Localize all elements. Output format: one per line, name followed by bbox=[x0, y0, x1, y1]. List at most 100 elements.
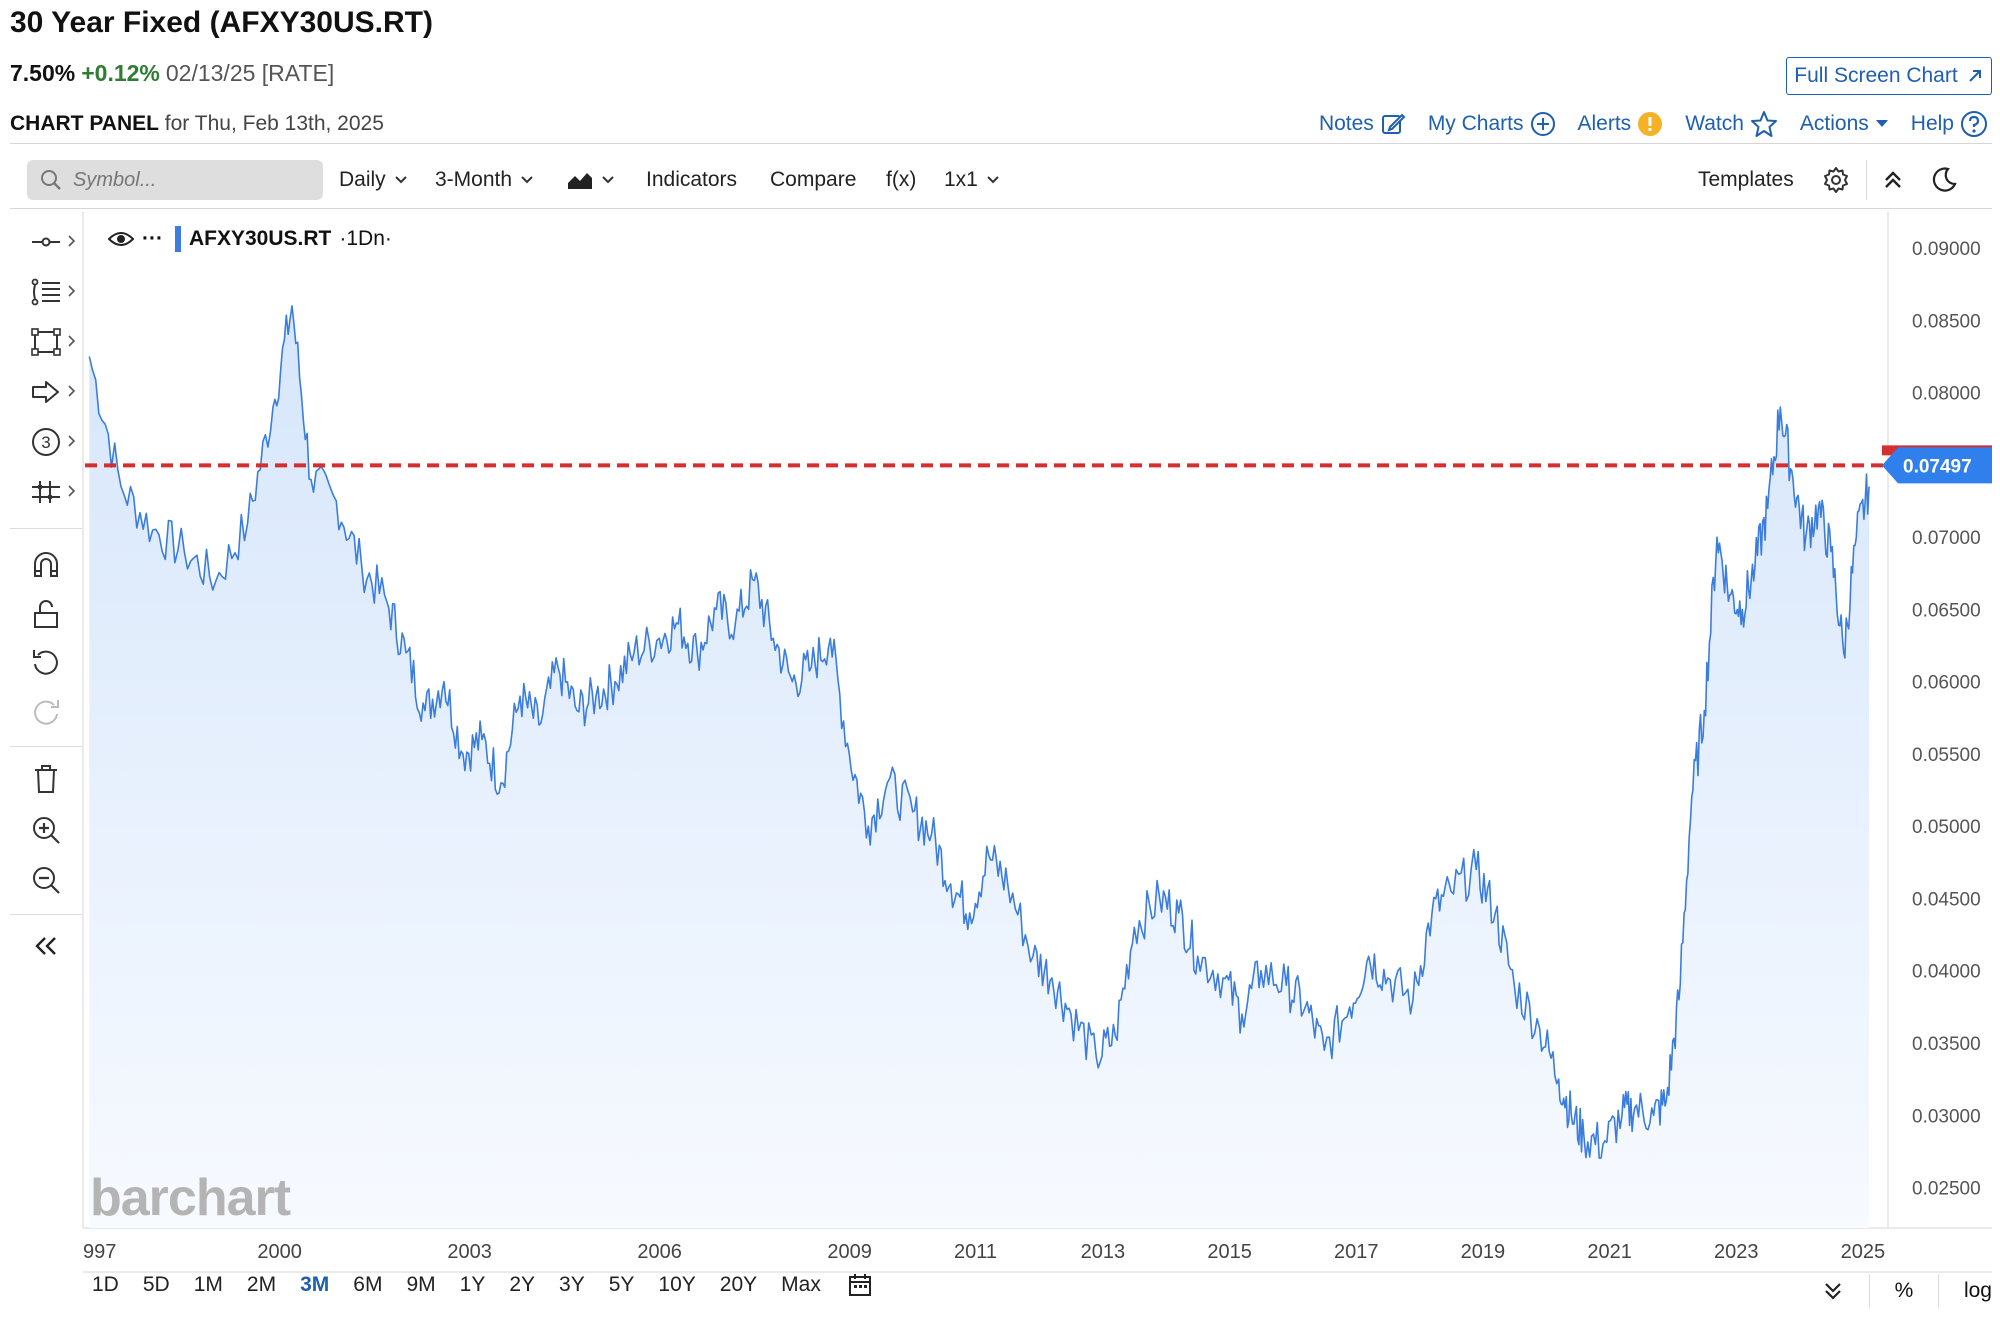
divider bbox=[1938, 1274, 1940, 1308]
actions-menu[interactable]: Actions bbox=[1800, 112, 1889, 136]
watch-link[interactable]: Watch bbox=[1685, 110, 1778, 138]
trash-icon bbox=[35, 765, 57, 793]
range-button-5d[interactable]: 5D bbox=[142, 1273, 170, 1296]
templates-button[interactable]: Templates bbox=[1698, 152, 1794, 208]
x-tick-label: 2023 bbox=[1714, 1241, 1759, 1263]
function-label: f(x) bbox=[886, 168, 917, 191]
collapse-header-button[interactable] bbox=[1882, 152, 1904, 208]
notes-link[interactable]: Notes bbox=[1319, 111, 1406, 137]
collapse-toolbar-button[interactable] bbox=[10, 924, 82, 968]
y-tick-label: 0.03500 bbox=[1912, 1034, 1981, 1055]
full-screen-chart-button[interactable]: Full Screen Chart bbox=[1786, 57, 1992, 95]
range-button-3y[interactable]: 3Y bbox=[559, 1273, 585, 1296]
notes-label: Notes bbox=[1318, 112, 1374, 135]
x-tick-label: 2015 bbox=[1207, 1241, 1252, 1263]
quote-line: 7.50% +0.12% 02/13/25 [RATE] bbox=[10, 60, 334, 87]
count-tool-button[interactable]: 3 bbox=[10, 420, 82, 464]
range-button-1m[interactable]: 1M bbox=[193, 1273, 223, 1296]
chevron-down-icon bbox=[521, 176, 533, 184]
double-chevron-down-icon[interactable] bbox=[1822, 1280, 1844, 1302]
arrow-tool-button[interactable] bbox=[10, 370, 82, 414]
moon-icon bbox=[1932, 167, 1957, 192]
chart-type-dropdown[interactable] bbox=[567, 152, 615, 208]
range-button-1d[interactable]: 1D bbox=[92, 1273, 119, 1296]
settings-button[interactable] bbox=[1822, 152, 1850, 208]
period-dropdown[interactable]: 3-Month bbox=[435, 152, 534, 208]
measure-tool-button[interactable] bbox=[10, 470, 82, 514]
my-charts-link[interactable]: My Charts bbox=[1428, 111, 1556, 137]
y-tick-label: 0.08500 bbox=[1912, 311, 1981, 332]
symbol-search-input[interactable]: Symbol... bbox=[27, 160, 323, 200]
chevron-down-icon bbox=[987, 176, 999, 184]
range-button-1y[interactable]: 1Y bbox=[459, 1273, 486, 1296]
y-tick-label: 0.09000 bbox=[1912, 239, 1981, 260]
last-value: 7.50% bbox=[10, 60, 76, 86]
divider bbox=[10, 746, 82, 747]
last-price-label: 0.07497 bbox=[1903, 456, 1972, 477]
percent-scale-button[interactable]: % bbox=[1894, 1279, 1914, 1302]
svg-text:3: 3 bbox=[41, 433, 50, 452]
measure-icon bbox=[32, 481, 60, 503]
undo-button[interactable] bbox=[10, 640, 82, 684]
range-button-3m[interactable]: 3M bbox=[300, 1273, 330, 1296]
y-tick-label: 0.07000 bbox=[1912, 528, 1981, 549]
x-tick-label: 2013 bbox=[1081, 1241, 1126, 1263]
caret-down-icon bbox=[1875, 120, 1888, 127]
log-scale-button[interactable]: log bbox=[1963, 1279, 1992, 1302]
templates-label: Templates bbox=[1698, 168, 1794, 191]
chart-panel-title: CHART PANEL bbox=[10, 112, 159, 135]
range-button-2m[interactable]: 2M bbox=[246, 1273, 277, 1296]
range-button-5y[interactable]: 5Y bbox=[608, 1273, 635, 1296]
divider bbox=[10, 143, 1992, 144]
line-tool-button[interactable] bbox=[10, 220, 82, 264]
search-placeholder: Symbol... bbox=[73, 168, 157, 191]
range-button-9m[interactable]: 9M bbox=[406, 1273, 436, 1296]
layout-dropdown[interactable]: 1x1 bbox=[944, 152, 1000, 208]
shape-tool-button[interactable] bbox=[10, 320, 82, 364]
number-circle-icon: 3 bbox=[32, 428, 60, 456]
quote-date: 02/13/25 [RATE] bbox=[165, 60, 335, 86]
dark-mode-toggle[interactable] bbox=[1930, 152, 1958, 208]
legend-interval: ·1Dn· bbox=[339, 227, 392, 250]
series-line[interactable] bbox=[88, 305, 1870, 1159]
help-label: Help bbox=[1910, 112, 1954, 135]
chevron-right-icon bbox=[68, 235, 76, 247]
x-tick-label: 2021 bbox=[1587, 1241, 1632, 1263]
alerts-label: Alerts bbox=[1577, 112, 1632, 135]
interval-dropdown[interactable]: Daily bbox=[339, 152, 408, 208]
indicators-button[interactable]: Indicators bbox=[646, 152, 737, 208]
redo-icon bbox=[34, 700, 59, 725]
zoom-out-button[interactable] bbox=[10, 858, 82, 902]
range-button-10y[interactable]: 10Y bbox=[658, 1273, 696, 1296]
compare-button[interactable]: Compare bbox=[770, 152, 856, 208]
y-tick-label: 0.06500 bbox=[1912, 600, 1981, 621]
watch-label: Watch bbox=[1685, 112, 1744, 135]
alerts-link[interactable]: Alerts bbox=[1578, 111, 1664, 137]
range-button-20y[interactable]: 20Y bbox=[719, 1273, 758, 1296]
collapse-up-icon bbox=[1885, 171, 1901, 188]
divider bbox=[10, 208, 1992, 209]
divider bbox=[10, 914, 82, 915]
help-link[interactable]: Help bbox=[1911, 110, 1988, 138]
function-button[interactable]: f(x) bbox=[886, 152, 916, 208]
legend-more-button[interactable]: ··· bbox=[142, 227, 163, 250]
eye-icon[interactable] bbox=[108, 230, 134, 248]
lock-button[interactable] bbox=[10, 592, 82, 636]
range-button-max[interactable]: Max bbox=[781, 1273, 821, 1296]
my-charts-label: My Charts bbox=[1427, 112, 1524, 135]
magnet-icon bbox=[34, 552, 58, 577]
chart-panel-label: CHART PANEL for Thu, Feb 13th, 2025 bbox=[10, 112, 384, 136]
range-selector: 1D 5D 1M 2M 3M 6M 9M 1Y 2Y 3Y 5Y 10Y 20Y Max bbox=[80, 1272, 873, 1298]
delete-drawings-button[interactable] bbox=[10, 757, 82, 801]
interval-label: Daily bbox=[339, 168, 386, 191]
redo-button[interactable] bbox=[10, 690, 82, 734]
y-tick-label: 0.03000 bbox=[1912, 1106, 1981, 1127]
zoom-in-button[interactable] bbox=[10, 808, 82, 852]
magnet-button[interactable] bbox=[10, 542, 82, 586]
compare-label: Compare bbox=[770, 168, 857, 191]
range-button-2y[interactable]: 2Y bbox=[509, 1273, 536, 1296]
fibonacci-tool-button[interactable] bbox=[10, 270, 82, 314]
range-button-6m[interactable]: 6M bbox=[353, 1273, 383, 1296]
calendar-icon[interactable] bbox=[847, 1272, 873, 1298]
